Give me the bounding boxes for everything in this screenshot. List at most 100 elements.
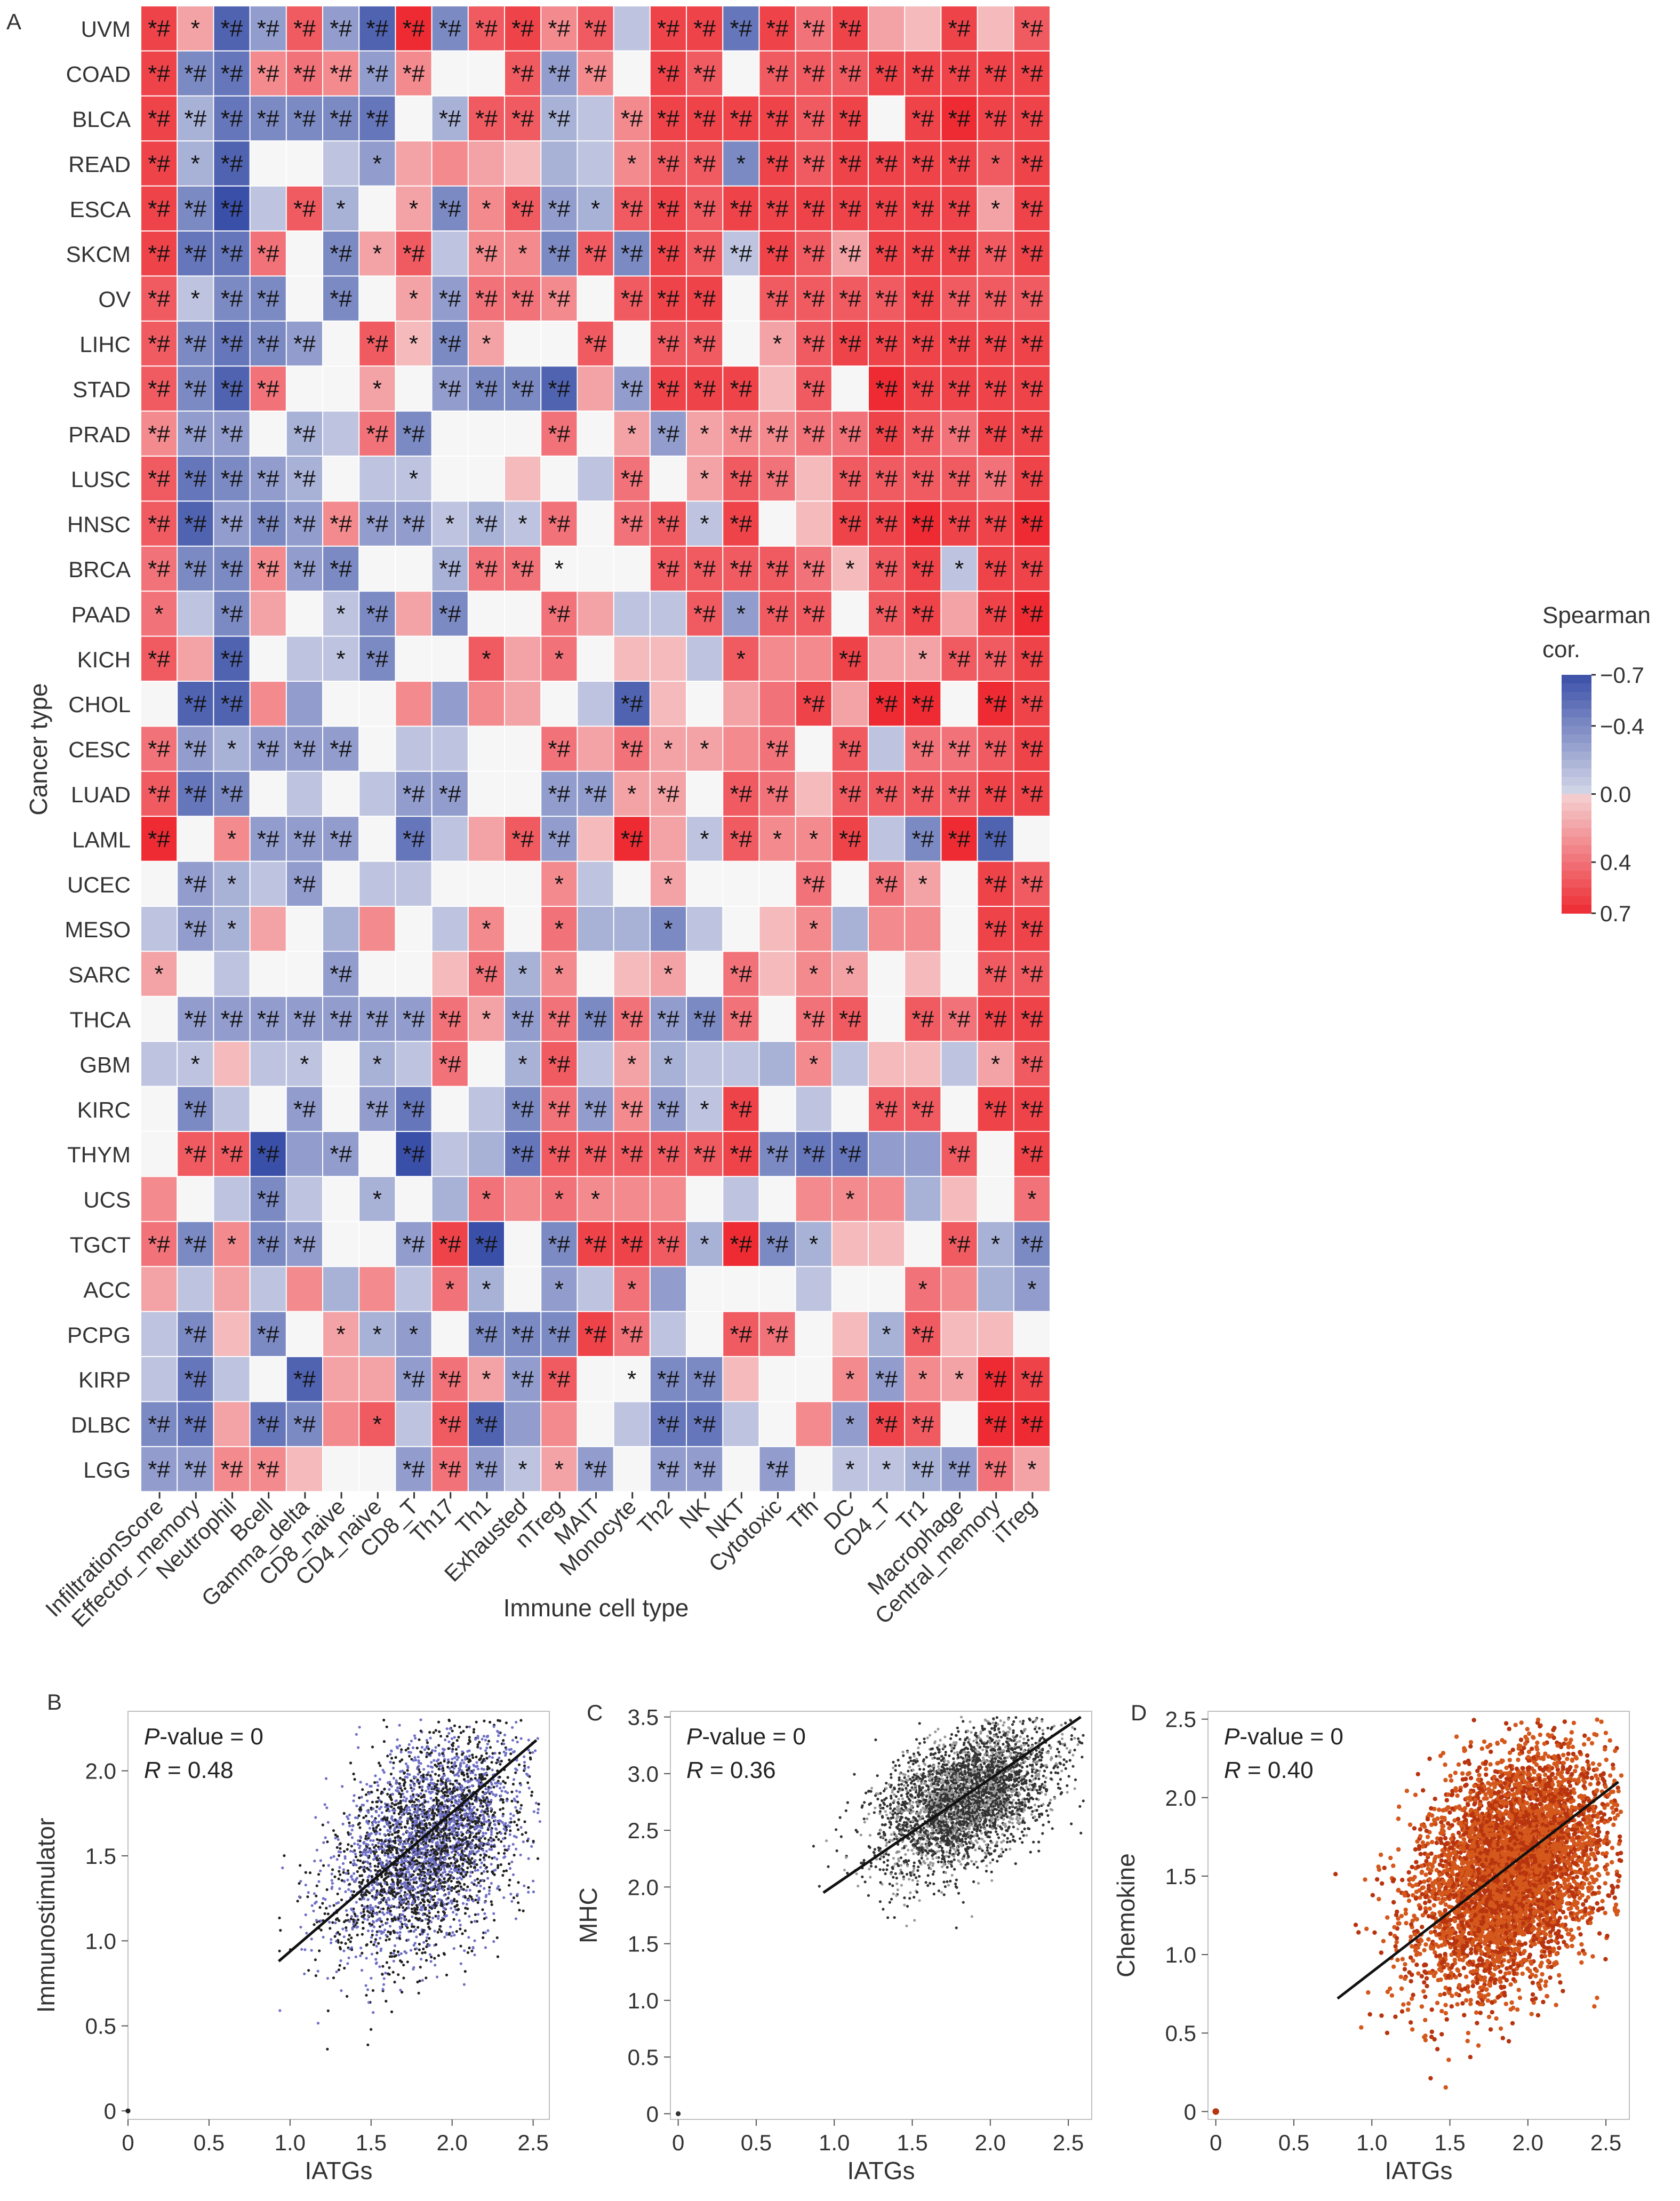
data-point [356,1870,359,1873]
sig-mark-prad-effector-memory: *# [185,421,207,447]
heat-cell-blca-central-memory [978,96,1013,141]
data-point [365,1943,369,1946]
heat-cell-kich-neutrophil [214,636,250,681]
data-point [474,1859,477,1862]
sig-mark-hnsc-itreg: *# [1021,511,1043,537]
data-point [374,1869,377,1872]
heat-cell-thca-macrophage [941,996,977,1041]
data-point [415,1947,418,1950]
heat-cell-tgct-gamma-delta [286,1222,322,1266]
data-point [406,1817,410,1821]
legend-color-step [1562,836,1591,846]
data-point [427,1800,430,1804]
heat-cell-ucs-th17 [432,1177,468,1221]
data-point [442,1907,445,1910]
data-point [420,1958,423,1961]
data-point [383,1928,387,1932]
sig-mark-kirp-tr1: * [918,1366,927,1392]
row-label-coad: COAD [66,62,131,87]
heat-cell-ov-tr1 [905,276,941,321]
data-point [314,1974,318,1977]
data-point [323,1912,326,1915]
data-point [358,1726,361,1729]
data-point [501,1801,505,1804]
data-point [314,1902,317,1905]
heat-cell-prad-cytotoxic [759,411,795,456]
sig-mark-paad-tfh: *# [803,601,825,627]
heat-cell-hnsc-dc [832,501,868,546]
data-point [312,1909,315,1912]
data-point [498,1775,501,1779]
data-point [433,1807,436,1810]
data-point [468,1915,471,1918]
data-point [413,1877,417,1880]
panel-a-letter: A [6,9,21,34]
sig-mark-pcpg-tr1: *# [912,1321,934,1347]
sig-mark-dlbc-itreg: *# [1021,1411,1043,1438]
sig-mark-blca-bcell: *# [257,106,279,132]
data-point [415,1767,419,1770]
data-point [417,1765,420,1768]
data-point [430,1956,433,1959]
data-point [415,1881,418,1885]
heat-cell-coad-nk [687,51,723,95]
sig-mark-lgg-ntreg: * [555,1456,564,1482]
data-point [337,1968,341,1972]
data-point [517,1763,521,1766]
heat-cell-kirp-nk [687,1357,723,1401]
data-point [359,1865,362,1869]
heat-cell-ucs-exhausted [505,1177,541,1221]
heat-cell-pcpg-central-memory [978,1312,1013,1356]
sig-mark-luad-neutrophil: *# [221,781,243,807]
data-point [456,1786,459,1789]
data-point [483,1863,486,1867]
sig-mark-esca-cd8-t: * [409,196,418,222]
data-point [391,1971,395,1974]
row-label-kirc: KIRC [77,1097,131,1122]
heat-cell-kirp-gamma-delta [286,1357,322,1401]
data-point [477,1820,481,1823]
data-point [342,1850,346,1853]
heat-cell-blca-th1 [468,96,504,141]
data-point [382,1740,386,1743]
heat-cell-brca-bcell [250,546,286,591]
heat-cell-thca-dc [832,996,868,1041]
data-point [478,1829,481,1832]
data-point [495,1835,498,1839]
data-point [377,1901,381,1904]
heat-cell-thym-itreg [1014,1132,1050,1176]
heat-cell-skcm-nkt [723,232,759,276]
data-point [412,1826,415,1829]
data-point [397,1953,401,1957]
data-point [527,1857,530,1860]
sig-mark-esca-ntreg: *# [548,196,571,222]
data-point [459,1944,462,1948]
sig-mark-kich-infiltrationscore: *# [148,646,170,672]
heat-cell-paad-nkt [723,592,759,636]
data-point [466,1813,469,1816]
data-point [485,1894,488,1897]
data-point [328,1920,331,1924]
sig-mark-skcm-dc: *# [839,241,861,267]
sig-mark-kich-cd4-naive: *# [366,646,389,672]
data-point [515,1836,518,1839]
sig-mark-skcm-macrophage: *# [948,241,971,267]
heat-cell-sarc-effector-memory [178,952,213,996]
heat-cell-lihc-mait [578,321,613,366]
sig-mark-hnsc-exhausted: * [518,511,527,537]
data-point [507,1847,510,1851]
heat-cell-ucs-mait [578,1177,613,1221]
sig-mark-esca-neutrophil: *# [221,196,243,222]
heat-cell-lusc-macrophage [941,457,977,501]
data-point [319,1919,322,1923]
sig-mark-hnsc-nk: * [700,511,709,537]
data-point [408,1831,411,1835]
data-point [325,1907,328,1910]
heat-cell-laml-th17 [432,817,468,861]
data-point [356,1843,359,1846]
data-point [413,1734,417,1737]
heat-cell-skcm-itreg [1014,232,1050,276]
heat-cell-thym-cd4-t [869,1132,905,1176]
data-point [515,1795,519,1798]
sig-mark-thca-monocyte: *# [621,1006,643,1032]
